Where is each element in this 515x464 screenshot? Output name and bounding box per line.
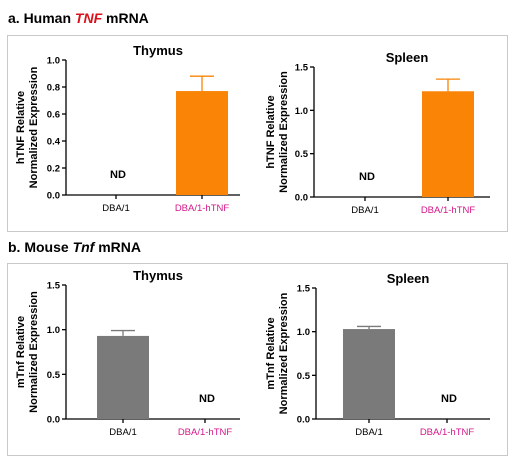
chart-title: Spleen <box>387 271 430 286</box>
gene-name: Tnf <box>72 239 95 255</box>
y-tick-label: 0.2 <box>47 164 60 175</box>
y-tick-label: 1.0 <box>47 325 60 336</box>
y-tick-label: 1.5 <box>297 284 311 295</box>
section-title-a: a. Human TNF mRNA <box>8 10 149 26</box>
y-tick-label: 0.5 <box>297 371 311 382</box>
y-tick-label: 0.0 <box>47 191 60 202</box>
x-tick-label: DBA/1 <box>102 203 129 214</box>
section-suffix: mRNA <box>94 239 141 255</box>
y-tick-label: 0.6 <box>47 110 60 121</box>
y-tick-label: 0.4 <box>47 137 61 148</box>
x-tick-label: DBA/1 <box>109 427 136 438</box>
y-axis-label: Normalized Expression <box>28 291 40 413</box>
section-title-b: b. Mouse Tnf mRNA <box>8 239 141 255</box>
chart-title: Thymus <box>133 268 183 283</box>
section-suffix: mRNA <box>102 10 149 26</box>
nd-label: ND <box>199 393 215 405</box>
y-tick-label: 1.0 <box>295 106 308 117</box>
y-axis-label: mTnf Relative <box>265 317 277 389</box>
bar <box>422 91 474 197</box>
chart-human-spleen: Spleen hTNF Relative Normalized Expression… <box>265 50 490 216</box>
section-prefix: a. Human <box>8 10 75 26</box>
bar <box>97 335 149 419</box>
nd-label: ND <box>359 171 375 183</box>
nd-label: ND <box>441 393 457 405</box>
x-tick-label: DBA/1-hTNF <box>175 203 230 214</box>
chart-mouse-spleen: Spleen mTnf Relative Normalized Expression… <box>265 271 490 438</box>
y-tick-label: 0.0 <box>297 415 310 426</box>
chart-mouse-thymus: Thymus mTnf Relative Normalized Expression… <box>15 268 240 438</box>
y-tick-label: 0.5 <box>295 149 309 160</box>
chart-title: Thymus <box>133 43 183 58</box>
chart-title: Spleen <box>386 50 429 65</box>
y-axis-label: hTNF Relative <box>265 95 277 168</box>
y-tick-label: 0.5 <box>47 370 61 381</box>
y-axis-label: Normalized Expression <box>278 71 290 193</box>
bar <box>343 329 395 419</box>
y-axis-label: hTNF Relative <box>15 91 27 164</box>
y-tick-label: 1.5 <box>47 281 61 292</box>
x-tick-label: DBA/1 <box>355 427 382 438</box>
x-tick-label: DBA/1 <box>351 205 378 216</box>
panel-human-tnf <box>7 35 508 232</box>
x-tick-label: DBA/1-hTNF <box>420 427 475 438</box>
bar <box>176 91 228 195</box>
y-tick-label: 0.0 <box>295 193 308 204</box>
y-axis-label: Normalized Expression <box>278 292 290 414</box>
y-axis-label: Normalized Expression <box>28 66 40 188</box>
panel-mouse-tnf <box>7 263 508 456</box>
y-tick-label: 1.0 <box>47 56 60 67</box>
y-tick-label: 1.5 <box>295 63 309 74</box>
x-tick-label: DBA/1-hTNF <box>178 427 233 438</box>
y-tick-label: 0.0 <box>47 415 60 426</box>
y-axis-label: mTnf Relative <box>15 316 27 388</box>
y-tick-label: 0.8 <box>47 83 60 94</box>
x-tick-label: DBA/1-hTNF <box>421 205 476 216</box>
section-prefix: b. Mouse <box>8 239 73 255</box>
gene-name: TNF <box>74 10 103 26</box>
chart-human-thymus: Thymus hTNF Relative Normalized Expression… <box>15 43 240 214</box>
y-tick-label: 1.0 <box>297 327 310 338</box>
nd-label: ND <box>110 169 126 181</box>
